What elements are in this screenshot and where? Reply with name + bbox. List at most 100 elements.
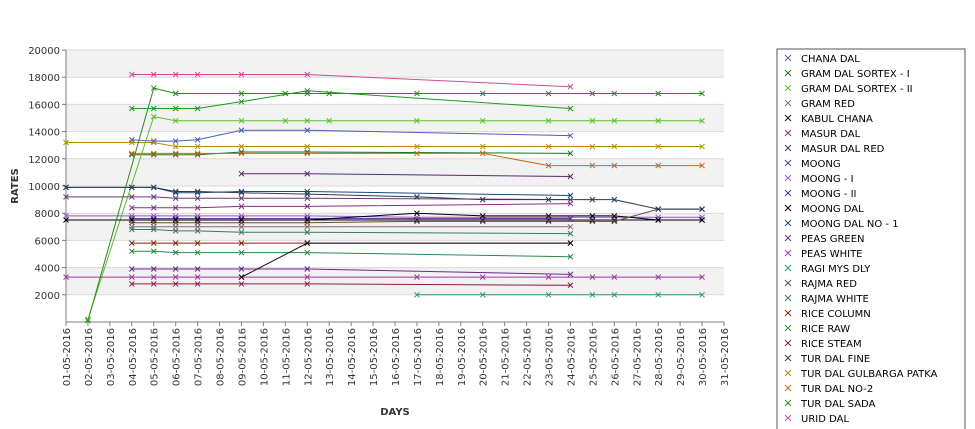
- data-point-marker: [414, 218, 420, 225]
- data-point-marker: [282, 117, 289, 124]
- legend-entry: TUR DAL GULBARGA PATKA: [784, 369, 938, 380]
- legend-marker: [784, 234, 792, 242]
- legend-marker: [784, 324, 792, 332]
- data-point-marker: [194, 150, 201, 157]
- data-point-marker: [194, 281, 201, 287]
- grid-band: [66, 158, 724, 186]
- data-point-marker: [611, 218, 618, 225]
- data-point-marker: [304, 229, 311, 236]
- data-point-marker: [655, 143, 662, 150]
- data-point-marker: [699, 117, 705, 124]
- legend-label: GRAM RED: [801, 99, 855, 110]
- data-point-marker: [238, 215, 245, 222]
- series-line: [87, 116, 703, 320]
- data-point-marker: [304, 87, 311, 94]
- y-axis-title: RATES: [10, 168, 21, 204]
- data-point-marker: [238, 98, 245, 105]
- series-line: [66, 186, 703, 210]
- legend-marker: [784, 54, 792, 62]
- legend-label: PEAS GREEN: [801, 234, 865, 245]
- data-point-marker: [172, 240, 179, 246]
- data-point-marker: [479, 90, 486, 97]
- legend-marker: [784, 279, 792, 287]
- legend-label: MOONG - II: [801, 189, 856, 200]
- data-point-marker: [479, 218, 486, 225]
- legend-label: RICE RAW: [801, 324, 850, 335]
- data-point-marker: [238, 240, 245, 246]
- x-tick-label: 16-05-2016: [391, 328, 402, 386]
- data-point-marker: [238, 274, 245, 280]
- x-tick-label: 10-05-2016: [259, 328, 270, 386]
- data-point-marker: [414, 90, 420, 97]
- data-point-marker: [128, 139, 135, 146]
- legend-marker: [784, 354, 792, 362]
- x-tick-label: 04-05-2016: [128, 328, 139, 386]
- y-tick-label: 18000: [28, 73, 60, 84]
- legend: CHANA DAL GRAM DAL SORTEX - I GRAM DAL SOR…: [776, 48, 966, 429]
- data-point-marker: [150, 151, 157, 158]
- data-point-marker: [238, 90, 245, 97]
- legend-marker: [784, 219, 792, 227]
- data-point-marker: [567, 253, 574, 260]
- legend-marker: [784, 159, 792, 167]
- data-point-marker: [655, 162, 662, 169]
- data-point-marker: [172, 249, 179, 256]
- y-tick-label: 6000: [35, 236, 60, 247]
- x-tick-label: 05-05-2016: [150, 328, 161, 386]
- data-point-marker: [172, 151, 179, 158]
- data-point-marker: [128, 240, 135, 246]
- data-point-marker: [150, 113, 157, 120]
- legend-label: RICE COLUMN: [801, 309, 871, 320]
- data-point-marker: [172, 281, 179, 287]
- data-point-marker: [567, 230, 574, 237]
- y-tick-label: 20000: [28, 46, 60, 57]
- data-point-marker: [545, 143, 552, 150]
- data-point-marker: [150, 204, 157, 211]
- data-point-marker: [414, 194, 420, 200]
- x-tick-label: 28-05-2016: [654, 328, 665, 386]
- y-tick-label: 16000: [28, 100, 60, 111]
- legend-marker: [784, 144, 792, 152]
- data-point-marker: [128, 215, 135, 222]
- data-point-marker: [304, 170, 311, 177]
- legend-marker: [784, 129, 792, 137]
- legend-marker: [784, 384, 792, 392]
- data-point-marker: [172, 143, 179, 150]
- x-tick-label: 30-05-2016: [698, 328, 709, 386]
- data-point-marker: [589, 218, 596, 225]
- grid-band: [66, 267, 724, 295]
- data-point-marker: [238, 266, 245, 272]
- x-tick-label: 14-05-2016: [347, 328, 358, 386]
- data-point-marker: [238, 219, 245, 226]
- data-point-marker: [172, 71, 179, 78]
- data-point-marker: [282, 90, 289, 97]
- legend-marker: [784, 189, 792, 197]
- data-point-marker: [238, 170, 245, 177]
- x-tick-label: 11-05-2016: [281, 328, 292, 386]
- data-point-marker: [172, 138, 179, 144]
- data-point-marker: [699, 162, 705, 169]
- data-point-marker: [304, 150, 311, 157]
- data-point-marker: [150, 194, 157, 200]
- data-point-marker: [414, 214, 420, 221]
- legend-entry: GRAM DAL SORTEX - II: [784, 84, 913, 95]
- data-point-marker: [589, 117, 596, 124]
- data-point-marker: [194, 189, 201, 196]
- data-point-marker: [304, 249, 311, 256]
- x-tick-label: 07-05-2016: [194, 328, 205, 386]
- data-point-marker: [589, 196, 596, 203]
- y-axis-ticks: 2000 4000 6000 8000 10000 12000 14000 16000 1800…: [28, 46, 66, 302]
- legend-entry: GRAM DAL SORTEX - I: [784, 69, 910, 80]
- data-point-marker: [128, 274, 135, 280]
- data-point-marker: [172, 219, 179, 226]
- data-point-marker: [172, 117, 179, 124]
- data-point-marker: [589, 214, 596, 221]
- legend-label: MOONG - I: [801, 174, 854, 185]
- legend-entry: RICE RAW: [784, 324, 850, 335]
- data-point-marker: [304, 143, 311, 150]
- series-line: [66, 212, 703, 221]
- y-tick-label: 8000: [35, 209, 60, 220]
- data-point-marker: [128, 219, 135, 226]
- data-point-marker: [238, 127, 245, 134]
- data-point-marker: [150, 105, 157, 112]
